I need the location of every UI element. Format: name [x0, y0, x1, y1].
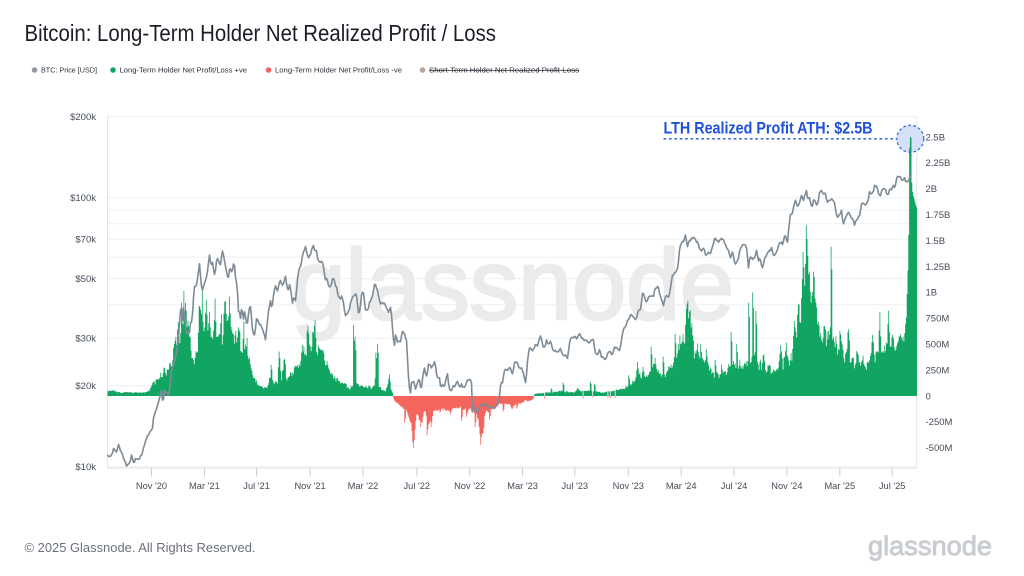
svg-text:250M: 250M [926, 365, 950, 376]
svg-text:Mar '22: Mar '22 [348, 481, 379, 491]
svg-text:$200k: $200k [70, 112, 96, 123]
svg-text:glassnode: glassnode [292, 229, 735, 341]
svg-text:Jul '21: Jul '21 [243, 481, 270, 491]
svg-text:-500M: -500M [926, 443, 953, 454]
svg-text:2B: 2B [926, 184, 938, 195]
svg-text:$10k: $10k [75, 462, 96, 473]
svg-text:500M: 500M [926, 340, 950, 351]
svg-text:Nov '23: Nov '23 [613, 481, 644, 491]
svg-text:$70k: $70k [75, 235, 96, 246]
svg-text:-250M: -250M [926, 417, 953, 428]
svg-text:Bitcoin: Long-Term Holder Net: Bitcoin: Long-Term Holder Net Realized P… [25, 20, 497, 46]
svg-text:Long-Term Holder Net Profit/Lo: Long-Term Holder Net Profit/Loss +ve [120, 66, 248, 75]
svg-text:$20k: $20k [75, 381, 96, 392]
svg-text:1.5B: 1.5B [926, 236, 946, 247]
svg-text:Mar '21: Mar '21 [189, 481, 220, 491]
svg-text:LTH Realized Profit ATH: $2.5B: LTH Realized Profit ATH: $2.5B [664, 119, 873, 138]
svg-text:BTC: Price [USD]: BTC: Price [USD] [41, 66, 97, 75]
svg-text:glassnode: glassnode [868, 531, 992, 561]
svg-text:$100k: $100k [70, 193, 96, 204]
svg-text:Mar '23: Mar '23 [507, 481, 538, 491]
svg-text:$50k: $50k [75, 274, 96, 285]
svg-text:Jul '24: Jul '24 [721, 481, 748, 491]
svg-text:Jul '23: Jul '23 [562, 481, 589, 491]
svg-text:2.5B: 2.5B [926, 132, 946, 143]
svg-text:Mar '25: Mar '25 [824, 481, 855, 491]
svg-text:Nov '24: Nov '24 [771, 481, 802, 491]
svg-text:Nov '20: Nov '20 [136, 481, 167, 491]
svg-text:1.75B: 1.75B [926, 210, 951, 221]
svg-text:2.25B: 2.25B [926, 158, 951, 169]
svg-text:1.25B: 1.25B [926, 262, 951, 273]
svg-text:Mar '24: Mar '24 [666, 481, 697, 491]
svg-text:750M: 750M [926, 314, 950, 325]
svg-text:1B: 1B [926, 288, 938, 299]
svg-text:0: 0 [926, 391, 931, 402]
svg-text:Nov '21: Nov '21 [294, 481, 325, 491]
svg-text:Short-Term Holder Net Realized: Short-Term Holder Net Realized Profit-Lo… [429, 66, 579, 75]
svg-text:Jul '25: Jul '25 [879, 481, 906, 491]
svg-text:Nov '22: Nov '22 [454, 481, 485, 491]
svg-text:Long-Term Holder Net Profit/Lo: Long-Term Holder Net Profit/Loss -ve [275, 66, 402, 75]
svg-text:$30k: $30k [75, 334, 96, 345]
svg-text:Jul '22: Jul '22 [404, 481, 431, 491]
svg-text:© 2025 Glassnode. All Rights R: © 2025 Glassnode. All Rights Reserved. [25, 540, 256, 555]
